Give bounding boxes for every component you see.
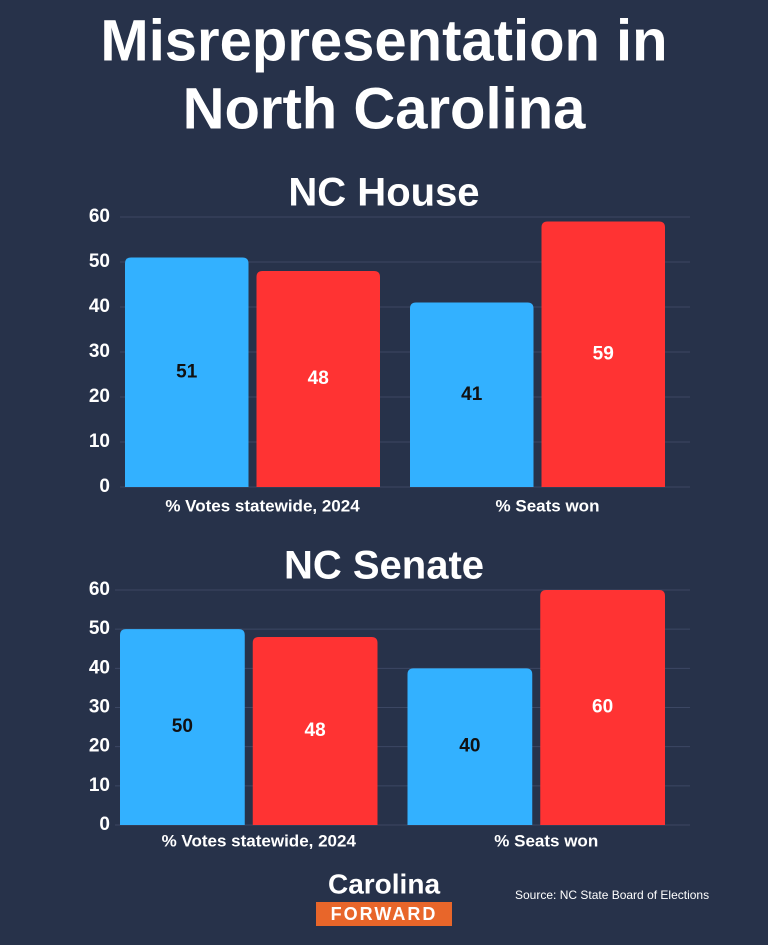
y-tick-label: 50 bbox=[89, 251, 110, 272]
bar bbox=[252, 637, 378, 825]
y-tick-label: 40 bbox=[89, 296, 110, 317]
x-tick-label: % Seats won bbox=[494, 831, 598, 850]
main-title: Misrepresentation in bbox=[100, 8, 667, 73]
y-tick-label: 50 bbox=[89, 618, 110, 639]
bar bbox=[541, 221, 665, 487]
y-tick-label: 20 bbox=[89, 386, 110, 407]
x-tick-label: % Votes statewide, 2024 bbox=[165, 496, 360, 515]
logo-box bbox=[316, 902, 452, 926]
bar bbox=[410, 302, 534, 487]
source: Source: NC State Board of Elections bbox=[515, 888, 709, 902]
x-tick-label: % Votes statewide, 2024 bbox=[162, 831, 357, 850]
y-tick-label: 60 bbox=[89, 206, 110, 227]
logo-text: FORWARD bbox=[331, 904, 438, 924]
data-label: 48 bbox=[308, 368, 329, 389]
chart-title: NC Senate bbox=[284, 544, 484, 588]
y-tick-label: 10 bbox=[89, 431, 110, 452]
logo-text: Carolina bbox=[328, 868, 440, 899]
y-tick-label: 30 bbox=[89, 697, 110, 718]
data-label: 50 bbox=[172, 716, 193, 737]
y-tick-label: 10 bbox=[89, 775, 110, 796]
data-label: 48 bbox=[305, 720, 326, 741]
bar bbox=[125, 257, 249, 487]
y-tick-label: 0 bbox=[99, 814, 110, 835]
y-tick-label: 20 bbox=[89, 736, 110, 757]
data-label: 41 bbox=[461, 384, 483, 405]
bar bbox=[407, 668, 533, 825]
y-tick-label: 0 bbox=[99, 476, 110, 497]
y-tick-label: 40 bbox=[89, 657, 110, 678]
data-label: 40 bbox=[459, 736, 480, 757]
x-tick-label: % Seats won bbox=[496, 496, 600, 515]
bar bbox=[120, 629, 245, 825]
data-label: 59 bbox=[593, 343, 614, 364]
data-label: 51 bbox=[176, 361, 198, 382]
data-label: 60 bbox=[592, 697, 613, 718]
y-tick-label: 60 bbox=[89, 579, 110, 600]
main-title: North Carolina bbox=[183, 76, 587, 141]
y-tick-label: 30 bbox=[89, 341, 110, 362]
bar bbox=[540, 590, 665, 825]
chart-title: NC House bbox=[288, 171, 479, 215]
bar bbox=[256, 271, 380, 487]
